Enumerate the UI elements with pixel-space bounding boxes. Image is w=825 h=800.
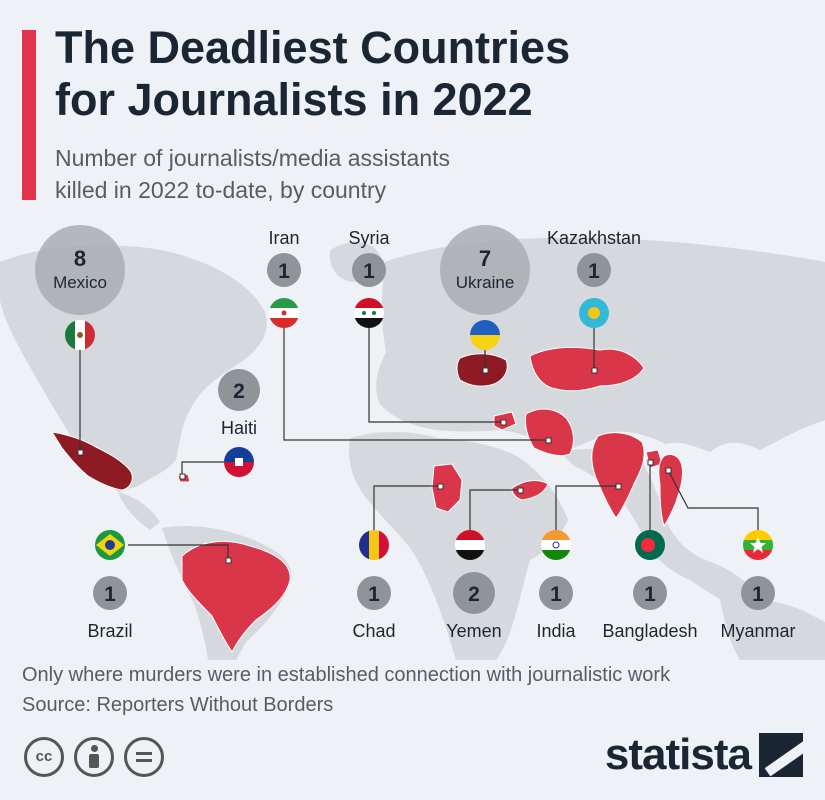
haiti-label: Haiti [221, 418, 257, 438]
statista-logo[interactable]: statista [605, 730, 803, 780]
count-bubbles: 8 7 2 2 1 1 1 1 1 1 1 1 [35, 225, 775, 614]
ukraine-count-bubble [440, 225, 530, 315]
mexico-count-value: 8 [74, 246, 86, 271]
mexico-shape [50, 431, 133, 491]
mexico-count-bubble [35, 225, 125, 315]
iran-count-value: 1 [278, 260, 290, 283]
india-label: India [536, 621, 576, 641]
india-count-value: 1 [550, 583, 562, 606]
india-flag [541, 530, 571, 560]
india-count-bubble [539, 576, 573, 610]
myanmar-count-value: 1 [752, 583, 764, 606]
chad-count-bubble [357, 576, 391, 610]
source-text: Source: Reporters Without Borders [22, 694, 334, 716]
ukraine-shape [456, 353, 508, 387]
iran-label: Iran [268, 228, 299, 248]
haiti-count-bubble [218, 369, 260, 411]
bangladesh-count-value: 1 [644, 583, 656, 606]
creative-commons-icon[interactable]: cc [24, 737, 64, 777]
chad-flag [359, 530, 389, 560]
haiti-count-value: 2 [233, 380, 245, 403]
chad-shape [431, 463, 463, 513]
brazil-count-value: 1 [104, 583, 116, 606]
brazil-shape [181, 540, 291, 653]
mexico-flag [65, 320, 95, 350]
title-line-2: for Journalists in 2022 [55, 74, 533, 125]
ukraine-count-value: 7 [479, 246, 491, 271]
yemen-count-bubble [453, 572, 495, 614]
ukraine-label: Ukraine [456, 273, 515, 292]
no-derivatives-icon[interactable] [124, 737, 164, 777]
yemen-flag [455, 530, 485, 560]
page-subtitle: Number of journalists/media assistants k… [55, 142, 675, 206]
leader-end-dots [77, 367, 672, 564]
yemen-label: Yemen [446, 621, 501, 641]
brazil-flag [95, 530, 125, 560]
statista-mark-icon [759, 733, 803, 777]
bangladesh-count-bubble [633, 576, 667, 610]
kazakhstan-label: Kazakhstan [547, 228, 641, 248]
country-names: Mexico Ukraine Haiti Yemen Iran Syria Kazakhst… [53, 228, 795, 641]
syria-flag [354, 298, 384, 328]
page-title: The Deadliest Countries for Journalists … [55, 22, 795, 126]
syria-count-bubble [352, 253, 386, 287]
yemen-count-value: 2 [468, 583, 480, 606]
syria-count-value: 1 [363, 260, 375, 283]
kazakhstan-flag [579, 298, 609, 328]
footer-note: Only where murders were in established c… [22, 664, 671, 686]
ukraine-flag [470, 320, 500, 350]
kazakhstan-count-value: 1 [588, 260, 600, 283]
brazil-count-bubble [93, 576, 127, 610]
world-map: 8 7 2 2 1 1 1 1 1 1 1 1 Mexico Ukraine Haiti Yemen Iran… [0, 225, 825, 660]
iran-count-bubble [267, 253, 301, 287]
chad-label: Chad [352, 621, 395, 641]
subtitle-line-1: Number of journalists/media assistants [55, 145, 450, 171]
myanmar-shape [658, 453, 683, 528]
iran-flag [269, 298, 299, 328]
top-countries [50, 353, 508, 491]
syria-label: Syria [348, 228, 390, 248]
attribution-icon[interactable] [74, 737, 114, 777]
footer-note-block: Only where murders were in established c… [22, 660, 670, 720]
iran-shape [525, 408, 574, 457]
myanmar-label: Myanmar [720, 621, 795, 641]
kazakhstan-shape [529, 347, 645, 392]
brazil-label: Brazil [87, 621, 132, 641]
kazakhstan-count-bubble [577, 253, 611, 287]
chad-count-value: 1 [368, 583, 380, 606]
myanmar-count-bubble [741, 576, 775, 610]
myanmar-flag [743, 530, 773, 560]
india-shape [591, 432, 645, 519]
haiti-flag [224, 447, 254, 477]
title-line-1: The Deadliest Countries [55, 22, 571, 73]
brand-name: statista [604, 730, 752, 779]
leader-lines [79, 326, 759, 560]
subtitle-line-2: killed in 2022 to-date, by country [55, 177, 387, 203]
yemen-shape [511, 480, 549, 501]
bangladesh-label: Bangladesh [602, 621, 697, 641]
accent-bar [22, 30, 36, 200]
bangladesh-flag [635, 530, 665, 560]
mexico-label: Mexico [53, 273, 107, 292]
